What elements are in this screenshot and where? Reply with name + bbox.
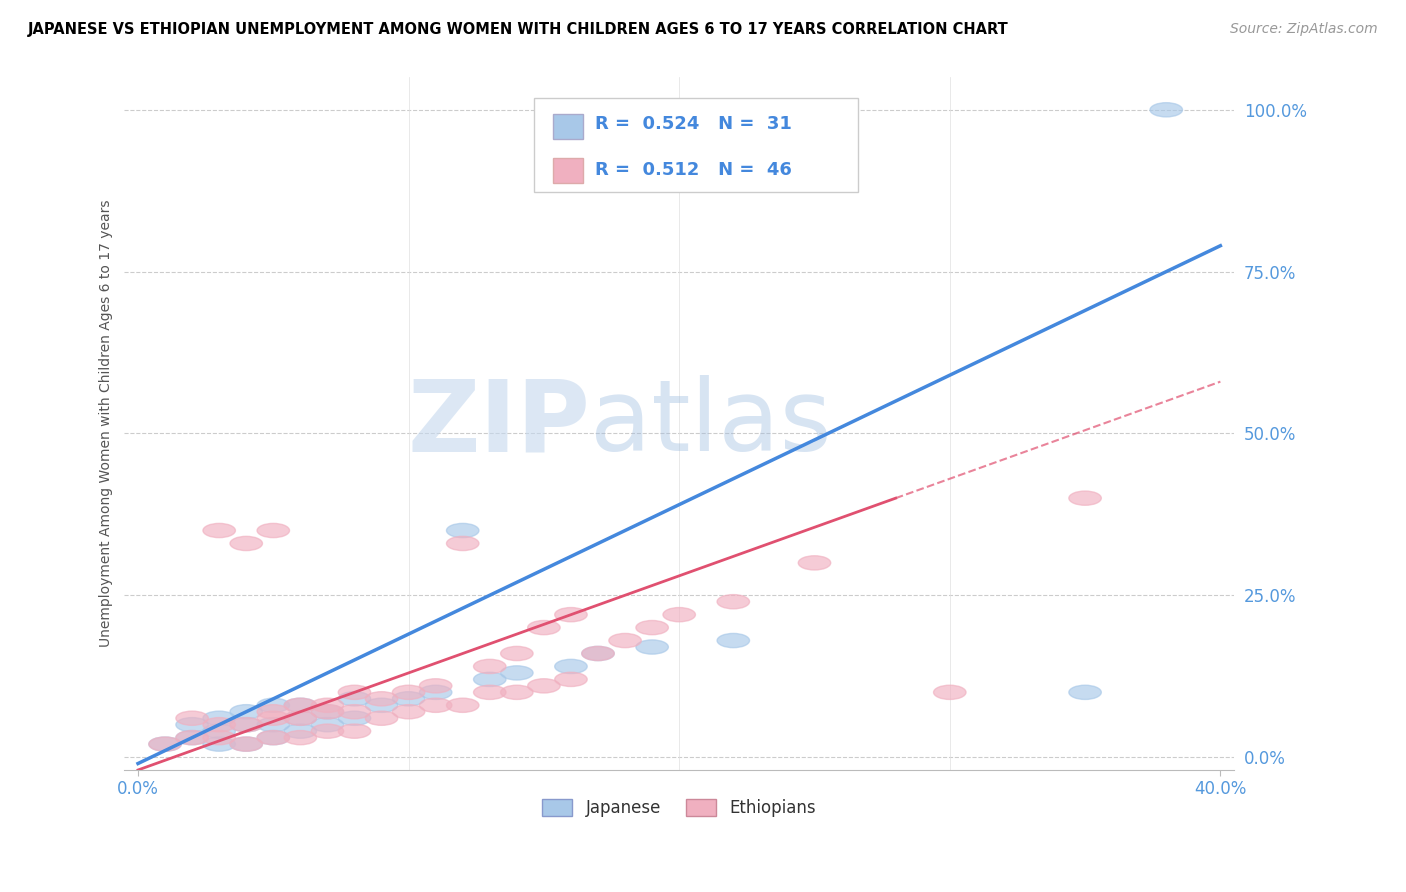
Ellipse shape [366,711,398,725]
Ellipse shape [474,659,506,673]
Ellipse shape [1150,103,1182,117]
Ellipse shape [284,724,316,739]
Text: Source: ZipAtlas.com: Source: ZipAtlas.com [1230,22,1378,37]
Ellipse shape [284,711,316,725]
Ellipse shape [934,685,966,699]
Ellipse shape [664,607,696,622]
Ellipse shape [149,737,181,751]
Ellipse shape [311,698,343,713]
Ellipse shape [419,685,451,699]
Ellipse shape [527,679,560,693]
Ellipse shape [257,731,290,745]
Ellipse shape [447,698,479,713]
Ellipse shape [609,633,641,648]
Ellipse shape [636,640,668,654]
Ellipse shape [366,698,398,713]
Ellipse shape [392,691,425,706]
Ellipse shape [257,698,290,713]
Ellipse shape [717,633,749,648]
Ellipse shape [202,731,235,745]
Ellipse shape [799,556,831,570]
Ellipse shape [284,698,316,713]
Ellipse shape [447,536,479,550]
Ellipse shape [1069,491,1101,505]
Ellipse shape [419,679,451,693]
Ellipse shape [202,724,235,739]
Ellipse shape [339,705,371,719]
Text: R =  0.524   N =  31: R = 0.524 N = 31 [595,115,792,133]
Text: R =  0.512   N =  46: R = 0.512 N = 46 [595,161,792,179]
Ellipse shape [339,724,371,739]
Ellipse shape [501,665,533,680]
Ellipse shape [419,698,451,713]
Ellipse shape [231,737,263,751]
Ellipse shape [257,524,290,538]
Text: JAPANESE VS ETHIOPIAN UNEMPLOYMENT AMONG WOMEN WITH CHILDREN AGES 6 TO 17 YEARS : JAPANESE VS ETHIOPIAN UNEMPLOYMENT AMONG… [28,22,1010,37]
Ellipse shape [176,731,208,745]
Ellipse shape [284,698,316,713]
Ellipse shape [527,621,560,635]
Ellipse shape [176,731,208,745]
Ellipse shape [311,705,343,719]
Ellipse shape [636,621,668,635]
Y-axis label: Unemployment Among Women with Children Ages 6 to 17 years: Unemployment Among Women with Children A… [100,200,114,648]
Ellipse shape [231,717,263,731]
Ellipse shape [447,524,479,538]
Ellipse shape [1069,685,1101,699]
Ellipse shape [257,717,290,731]
Ellipse shape [231,536,263,550]
Ellipse shape [339,685,371,699]
Ellipse shape [176,711,208,725]
Ellipse shape [231,737,263,751]
Ellipse shape [392,685,425,699]
Ellipse shape [339,711,371,725]
Ellipse shape [474,685,506,699]
Text: ZIP: ZIP [408,376,591,472]
Ellipse shape [231,705,263,719]
Ellipse shape [202,524,235,538]
Ellipse shape [257,711,290,725]
Ellipse shape [202,711,235,725]
Ellipse shape [202,717,235,731]
Ellipse shape [339,691,371,706]
Ellipse shape [555,607,588,622]
Ellipse shape [257,731,290,745]
Ellipse shape [366,691,398,706]
Ellipse shape [501,685,533,699]
Ellipse shape [284,711,316,725]
Ellipse shape [176,717,208,731]
Ellipse shape [501,647,533,661]
Ellipse shape [582,647,614,661]
Ellipse shape [202,737,235,751]
Ellipse shape [582,647,614,661]
Ellipse shape [311,717,343,731]
Ellipse shape [311,724,343,739]
Ellipse shape [149,737,181,751]
Ellipse shape [392,705,425,719]
Ellipse shape [231,717,263,731]
Ellipse shape [257,705,290,719]
Legend: Japanese, Ethiopians: Japanese, Ethiopians [536,792,823,824]
Ellipse shape [555,659,588,673]
Ellipse shape [717,595,749,609]
Ellipse shape [555,673,588,687]
Text: atlas: atlas [591,376,832,472]
Ellipse shape [284,731,316,745]
Ellipse shape [311,705,343,719]
Ellipse shape [474,673,506,687]
